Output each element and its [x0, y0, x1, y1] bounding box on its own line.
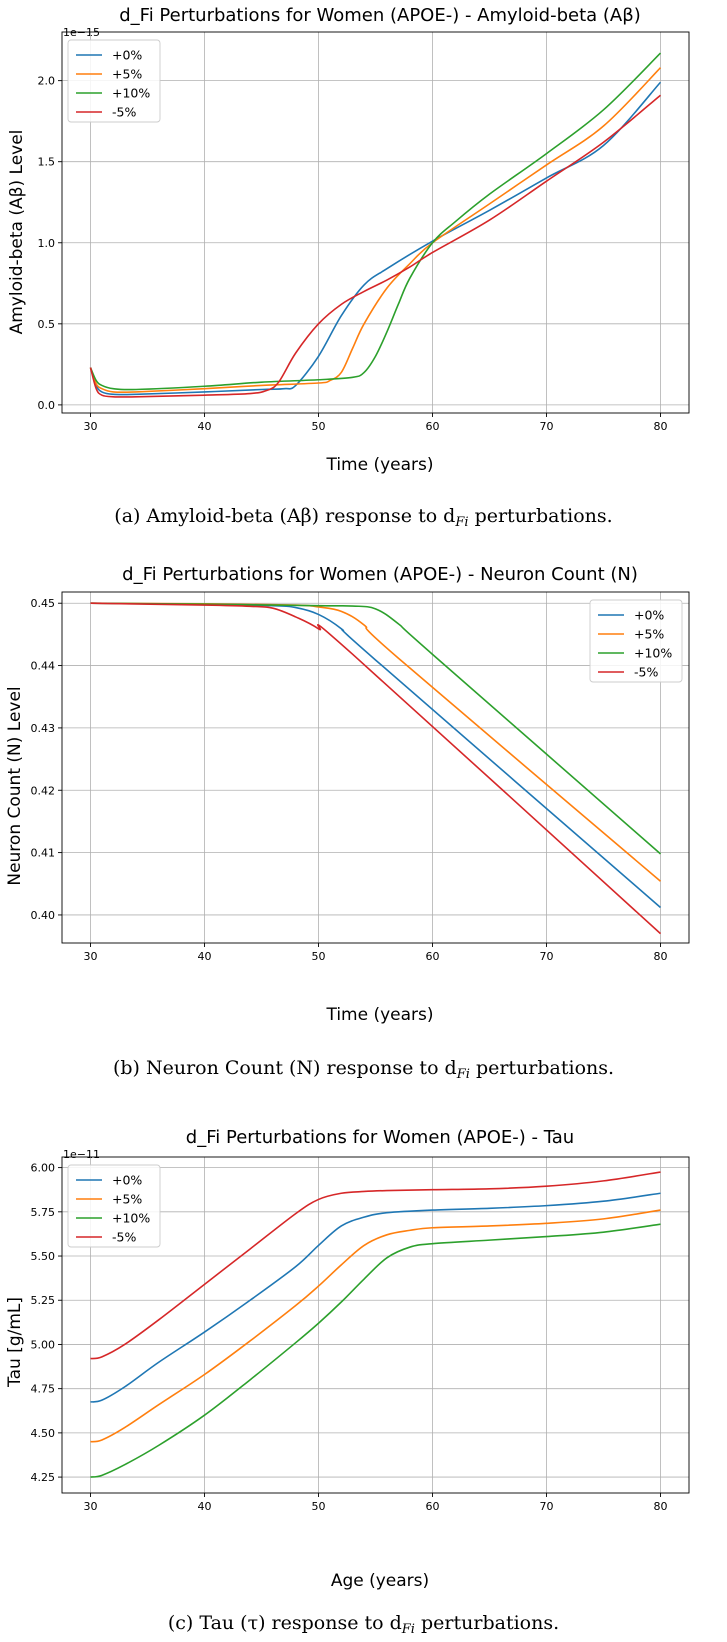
x-axis-label: Time (years) — [325, 455, 433, 475]
y-tick-label: 5.25 — [31, 1294, 56, 1307]
y-tick-label: 1.5 — [38, 156, 56, 169]
chart-title: d_Fi Perturbations for Women (APOE-) - T… — [186, 1127, 574, 1148]
x-tick-label: 80 — [654, 1500, 668, 1513]
y-tick-label: 2.0 — [38, 75, 56, 88]
y-tick-label: 5.00 — [31, 1338, 56, 1351]
y-tick-label: 0.45 — [31, 597, 56, 610]
x-tick-label: 50 — [312, 1500, 326, 1513]
series-line-plus10pct — [90, 1223, 661, 1478]
series-line-plus5pct — [89, 67, 662, 394]
x-tick-label: 80 — [654, 950, 668, 963]
x-tick-label: 40 — [198, 1500, 212, 1513]
legend-label: +10% — [112, 1211, 150, 1226]
y-tick-label: 0.0 — [38, 399, 56, 412]
y-tick-label: 5.50 — [31, 1250, 56, 1263]
x-tick-label: 40 — [198, 950, 212, 963]
series-line-plus0pct — [89, 81, 662, 396]
y-scale-label: 1e−15 — [63, 26, 100, 39]
y-tick-label: 1.0 — [38, 237, 56, 250]
y-tick-label: 0.40 — [31, 909, 56, 922]
y-tick-label: 0.41 — [31, 847, 56, 860]
x-tick-label: 30 — [84, 950, 98, 963]
legend-label: -5% — [112, 105, 136, 120]
panel-neuron-count: d_Fi Perturbations for Women (APOE-) - N… — [5, 564, 690, 1025]
x-tick-label: 40 — [198, 420, 212, 433]
legend-box — [67, 39, 161, 123]
x-tick-label: 70 — [540, 1500, 554, 1513]
x-axis-label: Time (years) — [325, 1005, 433, 1025]
y-tick-label: 0.42 — [31, 784, 56, 797]
caption-c: (c) Tau (τ) response to dFi perturbation… — [168, 1612, 559, 1637]
axes-frame — [61, 1156, 690, 1494]
x-tick-label: 30 — [84, 1500, 98, 1513]
x-tick-label: 50 — [312, 420, 326, 433]
chart-title: d_Fi Perturbations for Women (APOE-) - A… — [119, 5, 641, 26]
series-line-plus0pct — [90, 1192, 661, 1403]
y-tick-label: 0.43 — [31, 722, 56, 735]
y-tick-label: 5.75 — [31, 1206, 56, 1219]
series-line-minus5pct — [89, 94, 662, 398]
legend-label: +0% — [112, 1173, 142, 1188]
legend-box — [67, 1164, 161, 1248]
y-axis-label: Neuron Count (N) Level — [5, 686, 25, 885]
chart-title: d_Fi Perturbations for Women (APOE-) - N… — [122, 564, 638, 585]
series-line-plus5pct — [90, 602, 662, 882]
legend-label: +0% — [634, 608, 664, 623]
legend-box — [589, 599, 683, 683]
y-axis-label: Tau [g/mL] — [5, 1297, 25, 1388]
legend-label: -5% — [634, 665, 658, 680]
x-tick-label: 50 — [312, 950, 326, 963]
panel-tau: d_Fi Perturbations for Women (APOE-) - T… — [5, 1127, 690, 1591]
y-tick-label: 4.50 — [31, 1427, 56, 1440]
x-tick-label: 60 — [426, 420, 440, 433]
y-scale-label: 1e−11 — [63, 1148, 100, 1161]
axes-frame — [61, 31, 690, 414]
caption-b: (b) Neuron Count (N) response to dFi per… — [113, 1057, 614, 1082]
x-tick-label: 70 — [540, 950, 554, 963]
y-axis-label: Amyloid-beta (Aβ) Level — [7, 130, 27, 335]
y-tick-label: 0.5 — [38, 318, 56, 331]
legend-label: +10% — [634, 646, 672, 661]
x-tick-label: 30 — [84, 420, 98, 433]
legend-label: -5% — [112, 1230, 136, 1245]
y-tick-label: 4.25 — [31, 1471, 56, 1484]
x-tick-label: 60 — [426, 950, 440, 963]
legend-label: +0% — [112, 48, 142, 63]
series-line-minus5pct — [90, 602, 662, 935]
panel-amyloid-beta: d_Fi Perturbations for Women (APOE-) - A… — [7, 5, 690, 475]
y-tick-label: 4.75 — [31, 1383, 56, 1396]
series-line-plus0pct — [90, 602, 662, 909]
axes-frame — [61, 591, 690, 944]
legend-label: +5% — [634, 627, 664, 642]
x-tick-label: 60 — [426, 1500, 440, 1513]
x-tick-label: 70 — [540, 420, 554, 433]
series-line-plus10pct — [90, 602, 662, 855]
legend-label: +5% — [112, 67, 142, 82]
legend-label: +10% — [112, 86, 150, 101]
x-axis-label: Age (years) — [331, 1571, 429, 1591]
x-tick-label: 80 — [654, 420, 668, 433]
y-tick-label: 0.44 — [31, 660, 56, 673]
y-tick-label: 6.00 — [31, 1162, 56, 1175]
series-line-plus10pct — [89, 52, 662, 391]
caption-a: (a) Amyloid-beta (Aβ) response to dFi pe… — [114, 505, 612, 530]
series-line-minus5pct — [90, 1171, 661, 1360]
series-line-plus5pct — [90, 1209, 661, 1443]
legend-label: +5% — [112, 1192, 142, 1207]
